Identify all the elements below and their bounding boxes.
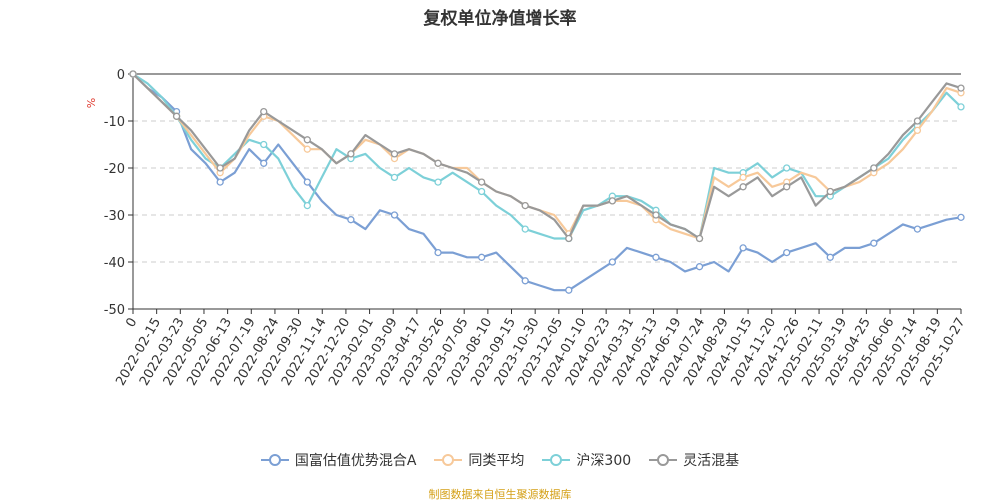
chart-title: 复权单位净值增长率 [423,9,577,29]
series-line-1 [132,73,962,240]
series-3-point-42 [739,183,747,191]
series-0-point-27 [521,277,529,285]
series-3-point-30 [565,234,573,243]
legend: 国富估值优势混合A 同类平均 沪深300 灵活混基 [0,450,1000,470]
legend-marker-icon [434,453,463,467]
y-tick-label-5: -50 [104,303,125,318]
series-2-point-27 [521,225,529,233]
legend-label: 国富估值优势混合A [294,453,417,469]
series-line-3 [132,73,962,240]
legend-marker-icon [260,453,289,467]
series-0-point-30 [565,286,573,294]
series-0-point-36 [652,253,660,261]
series-1-point-42 [739,173,747,182]
series-0-point-9 [260,159,268,167]
series-3-point-0 [129,70,137,78]
legend-item-1[interactable]: 同类平均 [434,450,524,470]
series-0-point-57 [957,213,965,222]
series-0-point-33 [608,258,617,266]
series-1-point-12 [303,145,311,153]
series-3-point-36 [652,211,660,219]
series-2-point-45 [783,164,791,172]
series-0-point-15 [347,216,355,224]
series-3-point-27 [521,201,529,210]
series-3-point-21 [434,159,442,167]
series-3-point-39 [695,234,704,243]
series-3-point-9 [260,107,268,116]
series-3-point-51 [870,164,878,172]
y-tick-label-4: -40 [104,256,125,271]
series-3-point-45 [783,183,791,191]
series-0-point-42 [739,244,747,252]
series-3-point-3 [172,112,181,120]
series-2-point-12 [303,201,311,210]
series-3-point-54 [913,117,922,125]
series-3-point-24 [477,178,486,186]
series-0-point-54 [913,225,922,233]
series-0-point-45 [783,248,791,257]
series-0-point-6 [216,178,224,186]
series-2-point-9 [260,140,268,149]
x-tick-label-0: 0 [123,316,140,331]
legend-item-3[interactable]: 灵活混基 [649,450,739,470]
series-3-point-57 [957,84,965,92]
y-tick-label-3: -30 [104,209,125,224]
series-1-point-54 [913,126,922,135]
series-0-point-39 [695,263,704,271]
legend-item-0[interactable]: 国富估值优势混合A [260,450,417,470]
legend-label: 灵活混基 [683,453,740,469]
legend-label: 沪深300 [576,453,632,469]
series-0-point-48 [826,253,834,261]
series-3-point-6 [216,164,224,172]
legend-marker-icon [649,453,678,467]
series-line-2 [132,73,962,240]
series-3-point-48 [826,187,834,196]
series-2-point-21 [434,178,442,186]
source-note: 制图数据来自恒生聚源数据库 [428,488,572,501]
series-3-point-33 [608,197,617,205]
axes [128,73,962,314]
y-tick-labels: 0 -10 -20 -30 -40 -50 [104,68,125,318]
series-3-point-18 [390,150,399,158]
x-tick-labels: 02022-02-152022-03-232022-05-052022-06-1… [113,316,968,389]
legend-label: 同类平均 [468,453,525,469]
y-tick-label-0: 0 [117,68,125,83]
series-0-point-24 [477,253,486,261]
series-0-point-51 [870,239,878,247]
series-0-point-12 [303,178,311,186]
line-chart: % 0 -10 -20 -30 -40 -50 02022-02-152022-03-23… [85,68,968,389]
series-0-point-21 [434,248,442,257]
series-2-point-57 [957,103,965,111]
series-2-point-24 [477,187,486,196]
legend-item-2[interactable]: 沪深300 [542,450,631,470]
y-tick-label-1: -10 [104,115,125,130]
series-line-0 [132,73,962,292]
legend-marker-icon [542,453,571,467]
series-3-point-15 [347,150,355,158]
y-tick-label-2: -20 [104,162,125,177]
y-axis-unit-label: % [85,98,98,108]
series-3-point-12 [303,136,311,144]
series-lines [129,70,965,294]
series-0-point-18 [390,211,399,219]
series-2-point-18 [390,173,399,182]
